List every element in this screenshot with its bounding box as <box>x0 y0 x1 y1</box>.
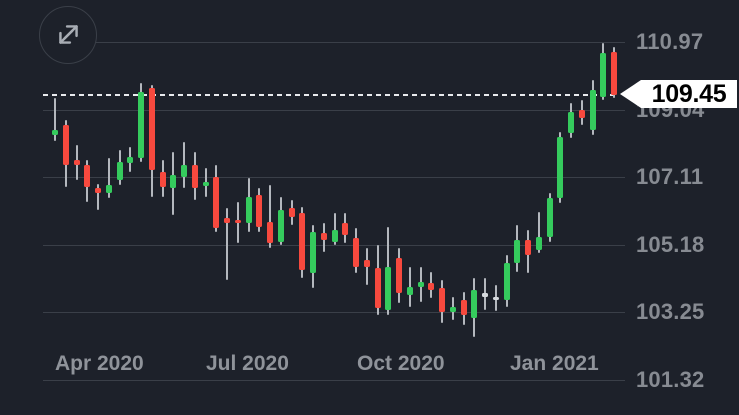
expand-arrows-icon <box>58 25 78 44</box>
y-axis-tick-label: 103.25 <box>636 299 705 325</box>
candle-body <box>589 90 596 130</box>
y-axis-tick-label: 105.18 <box>636 231 705 257</box>
current-price-line <box>43 94 618 97</box>
candle-wick <box>269 184 271 248</box>
candle-body <box>396 258 402 294</box>
candle-body <box>363 259 370 267</box>
candle-body <box>331 230 338 242</box>
candle-body <box>62 125 69 165</box>
candle-body <box>84 165 91 188</box>
gridline <box>43 109 625 111</box>
candle-body <box>95 188 101 193</box>
candle-body <box>525 240 531 255</box>
candle-wick <box>107 157 110 198</box>
candle-body <box>127 156 134 163</box>
gridline <box>43 312 625 314</box>
candle-body <box>417 282 424 287</box>
x-axis-label: Jul 2020 <box>206 352 289 375</box>
candle-body <box>449 307 456 313</box>
candle-body <box>191 165 198 189</box>
candle-body <box>471 290 478 318</box>
candle-body <box>288 208 295 218</box>
candle-body <box>256 195 263 227</box>
candle-wick <box>97 183 99 211</box>
gridline <box>43 42 625 43</box>
candle-body <box>460 300 467 316</box>
x-axis-label: Jan 2021 <box>510 352 599 375</box>
candle-body <box>224 217 230 224</box>
candle-body <box>503 263 510 301</box>
candle-body <box>170 175 177 189</box>
candle-body <box>310 231 316 273</box>
candle-body <box>320 232 327 241</box>
candle-body <box>428 283 435 290</box>
candle-body <box>213 176 220 228</box>
expand-button[interactable] <box>39 6 97 64</box>
candle-body <box>385 266 392 310</box>
candle-body <box>52 129 58 136</box>
candle-body <box>578 110 585 119</box>
candle-body <box>439 287 445 313</box>
candle-body <box>148 87 155 170</box>
candle-wick <box>537 212 540 253</box>
x-axis-label: Apr 2020 <box>55 352 144 375</box>
candle-wick <box>183 141 185 188</box>
candle-body <box>546 197 553 238</box>
candle-body <box>611 52 617 96</box>
y-axis-tick-label: 101.32 <box>636 367 705 392</box>
candle-body <box>342 223 349 235</box>
current-price-value: 109.45 <box>651 80 727 108</box>
candle-body <box>482 293 488 298</box>
candle-body <box>73 160 80 165</box>
y-axis-tick-label: 110.97 <box>636 29 704 54</box>
candle-wick <box>333 212 336 246</box>
candle-body <box>234 220 241 224</box>
candle-wick <box>54 98 56 142</box>
candle-body <box>514 240 521 264</box>
gridline <box>43 177 625 179</box>
candle-body <box>568 112 574 134</box>
candle-body <box>245 197 252 224</box>
candle-body <box>267 222 273 244</box>
candle-body <box>277 210 284 242</box>
candle-body <box>535 237 542 251</box>
candle-body <box>116 162 123 181</box>
callout-bubble-shape <box>620 80 737 108</box>
current-price-callout: 109.45 <box>618 78 739 110</box>
candle-body <box>299 212 306 270</box>
candle-body <box>600 52 607 97</box>
candle-body <box>105 184 112 193</box>
y-axis-tick-label: 107.11 <box>636 164 704 190</box>
candle-body <box>353 238 359 267</box>
candle-body <box>159 172 166 188</box>
candle-body <box>492 297 499 301</box>
candle-body <box>406 286 413 295</box>
gridline <box>43 380 625 381</box>
candle-wick <box>226 208 228 280</box>
candle-body <box>374 267 381 308</box>
candle-body <box>138 92 144 158</box>
gridline <box>43 244 625 246</box>
candle-body <box>181 165 187 177</box>
x-axis-label: Oct 2020 <box>357 352 445 375</box>
candle-body <box>557 136 564 198</box>
candle-body <box>202 182 209 186</box>
